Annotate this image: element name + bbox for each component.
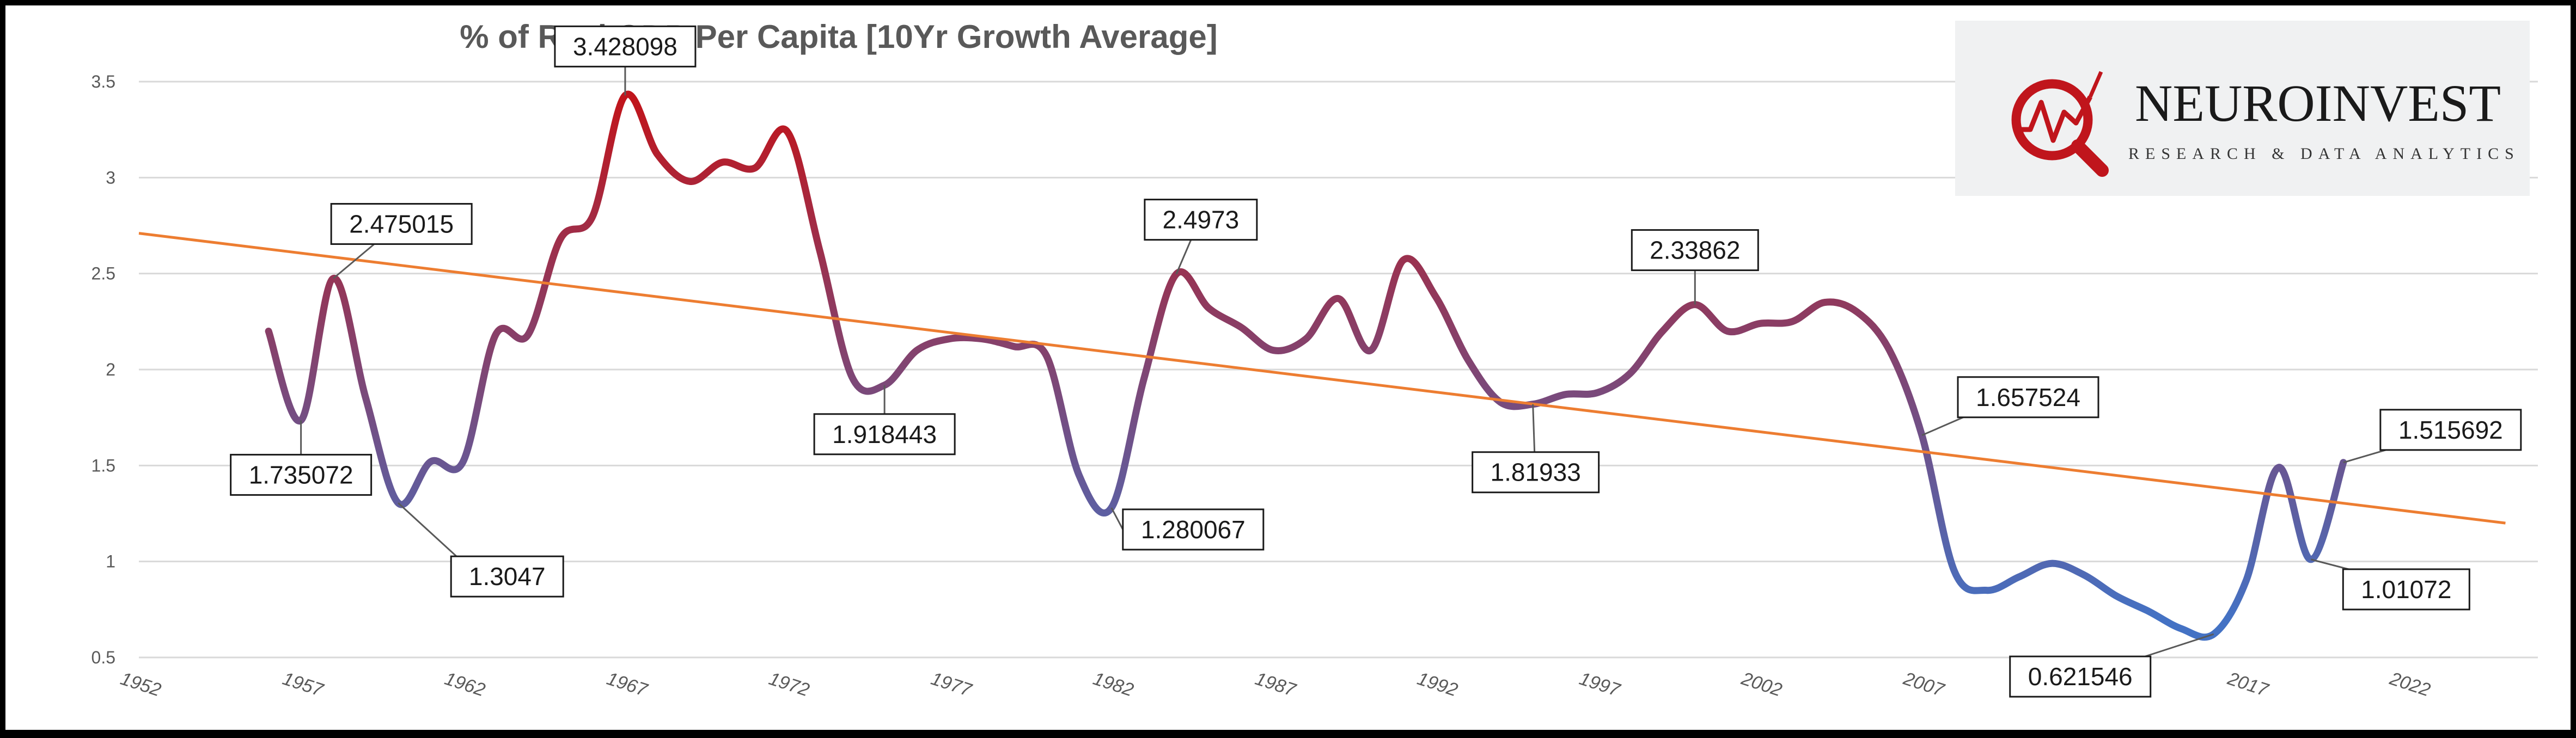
data-label: 1.735072 bbox=[230, 420, 373, 496]
data-label-text: 1.735072 bbox=[249, 460, 353, 489]
data-label-leader bbox=[2145, 633, 2214, 657]
data-label-box bbox=[554, 25, 697, 67]
data-label-leader bbox=[398, 502, 457, 557]
data-label-text: 2.475015 bbox=[349, 210, 454, 238]
data-label-leader bbox=[1532, 404, 1536, 452]
data-label-box bbox=[1472, 451, 1600, 494]
data-label-box bbox=[230, 453, 373, 496]
y-tick-label: 3.5 bbox=[91, 72, 115, 91]
data-labels: 1.735072 2.475015 1.3047 3.428098 1.918443 1.… bbox=[230, 25, 2522, 698]
y-tick-label: 3 bbox=[106, 168, 115, 187]
data-label-text: 3.428098 bbox=[573, 32, 677, 60]
data-label-text: 1.918443 bbox=[832, 420, 937, 448]
data-label-text: 1.515692 bbox=[2398, 416, 2503, 444]
logo-background bbox=[1955, 21, 2530, 196]
data-label-box bbox=[813, 413, 956, 456]
trendline-layer bbox=[138, 232, 2506, 525]
data-label: 2.475015 bbox=[330, 202, 473, 279]
data-label-box bbox=[1122, 508, 1265, 551]
y-tick-label: 2.5 bbox=[91, 264, 115, 284]
data-label-box bbox=[2342, 568, 2470, 611]
y-tick-label: 1 bbox=[106, 552, 115, 571]
data-label-box bbox=[1957, 376, 2099, 419]
data-label-leader bbox=[333, 243, 375, 279]
y-axis-ticks: 0.5 1 1.5 2 2.5 3 3.5 bbox=[91, 72, 115, 667]
data-label-text: 1.3047 bbox=[469, 562, 546, 591]
logo-panel: NEUROINVEST RESEARCH & DATA ANALYTICS bbox=[1955, 21, 2530, 196]
data-label-leader bbox=[2343, 449, 2386, 464]
data-label-leader bbox=[1110, 507, 1124, 530]
data-label: 1.280067 bbox=[1110, 507, 1265, 551]
data-label: 1.657524 bbox=[1921, 376, 2099, 436]
data-label: 1.515692 bbox=[2343, 409, 2522, 464]
data-label-text: 1.81933 bbox=[1491, 458, 1581, 487]
data-label: 0.621546 bbox=[2009, 633, 2214, 698]
data-label-leader bbox=[1921, 416, 1964, 436]
logo-tagline: RESEARCH & DATA ANALYTICS bbox=[2128, 145, 2520, 163]
data-label-text: 2.4973 bbox=[1163, 206, 1240, 234]
logo-name: NEUROINVEST bbox=[2135, 74, 2501, 132]
data-label: 1.918443 bbox=[813, 385, 956, 456]
y-tick-label: 2 bbox=[106, 360, 115, 379]
data-label-box bbox=[1144, 199, 1258, 241]
data-label: 2.33862 bbox=[1631, 229, 1759, 305]
y-tick-label: 1.5 bbox=[91, 456, 115, 475]
data-label-text: 1.01072 bbox=[2361, 575, 2451, 604]
data-label: 1.01072 bbox=[2310, 558, 2470, 611]
data-label-box bbox=[1631, 229, 1759, 272]
data-label-box bbox=[330, 202, 473, 245]
data-label-leader bbox=[2310, 558, 2349, 570]
trendline bbox=[138, 232, 2506, 525]
data-label: 1.3047 bbox=[398, 502, 564, 598]
data-label-box bbox=[2379, 409, 2522, 451]
data-label-text: 1.280067 bbox=[1141, 515, 1246, 544]
series-line bbox=[265, 90, 2347, 641]
x-axis-ticks: 1952 1957 1962 1967 1972 1977 1982 1987 1992 1997… bbox=[118, 668, 2433, 700]
magnifier-heartbeat-icon bbox=[2011, 71, 2109, 177]
series-layer bbox=[265, 90, 2347, 641]
data-label-box bbox=[2009, 655, 2152, 698]
data-label-box bbox=[450, 555, 564, 598]
data-label-text: 1.657524 bbox=[1976, 383, 2080, 411]
data-label: 3.428098 bbox=[554, 25, 697, 96]
data-label-text: 2.33862 bbox=[1650, 236, 1740, 265]
data-label: 1.81933 bbox=[1472, 404, 1600, 494]
data-label: 2.4973 bbox=[1144, 199, 1258, 275]
y-tick-label: 0.5 bbox=[91, 648, 115, 667]
data-label-leader bbox=[1175, 239, 1192, 275]
data-label-text: 0.621546 bbox=[2028, 662, 2133, 691]
